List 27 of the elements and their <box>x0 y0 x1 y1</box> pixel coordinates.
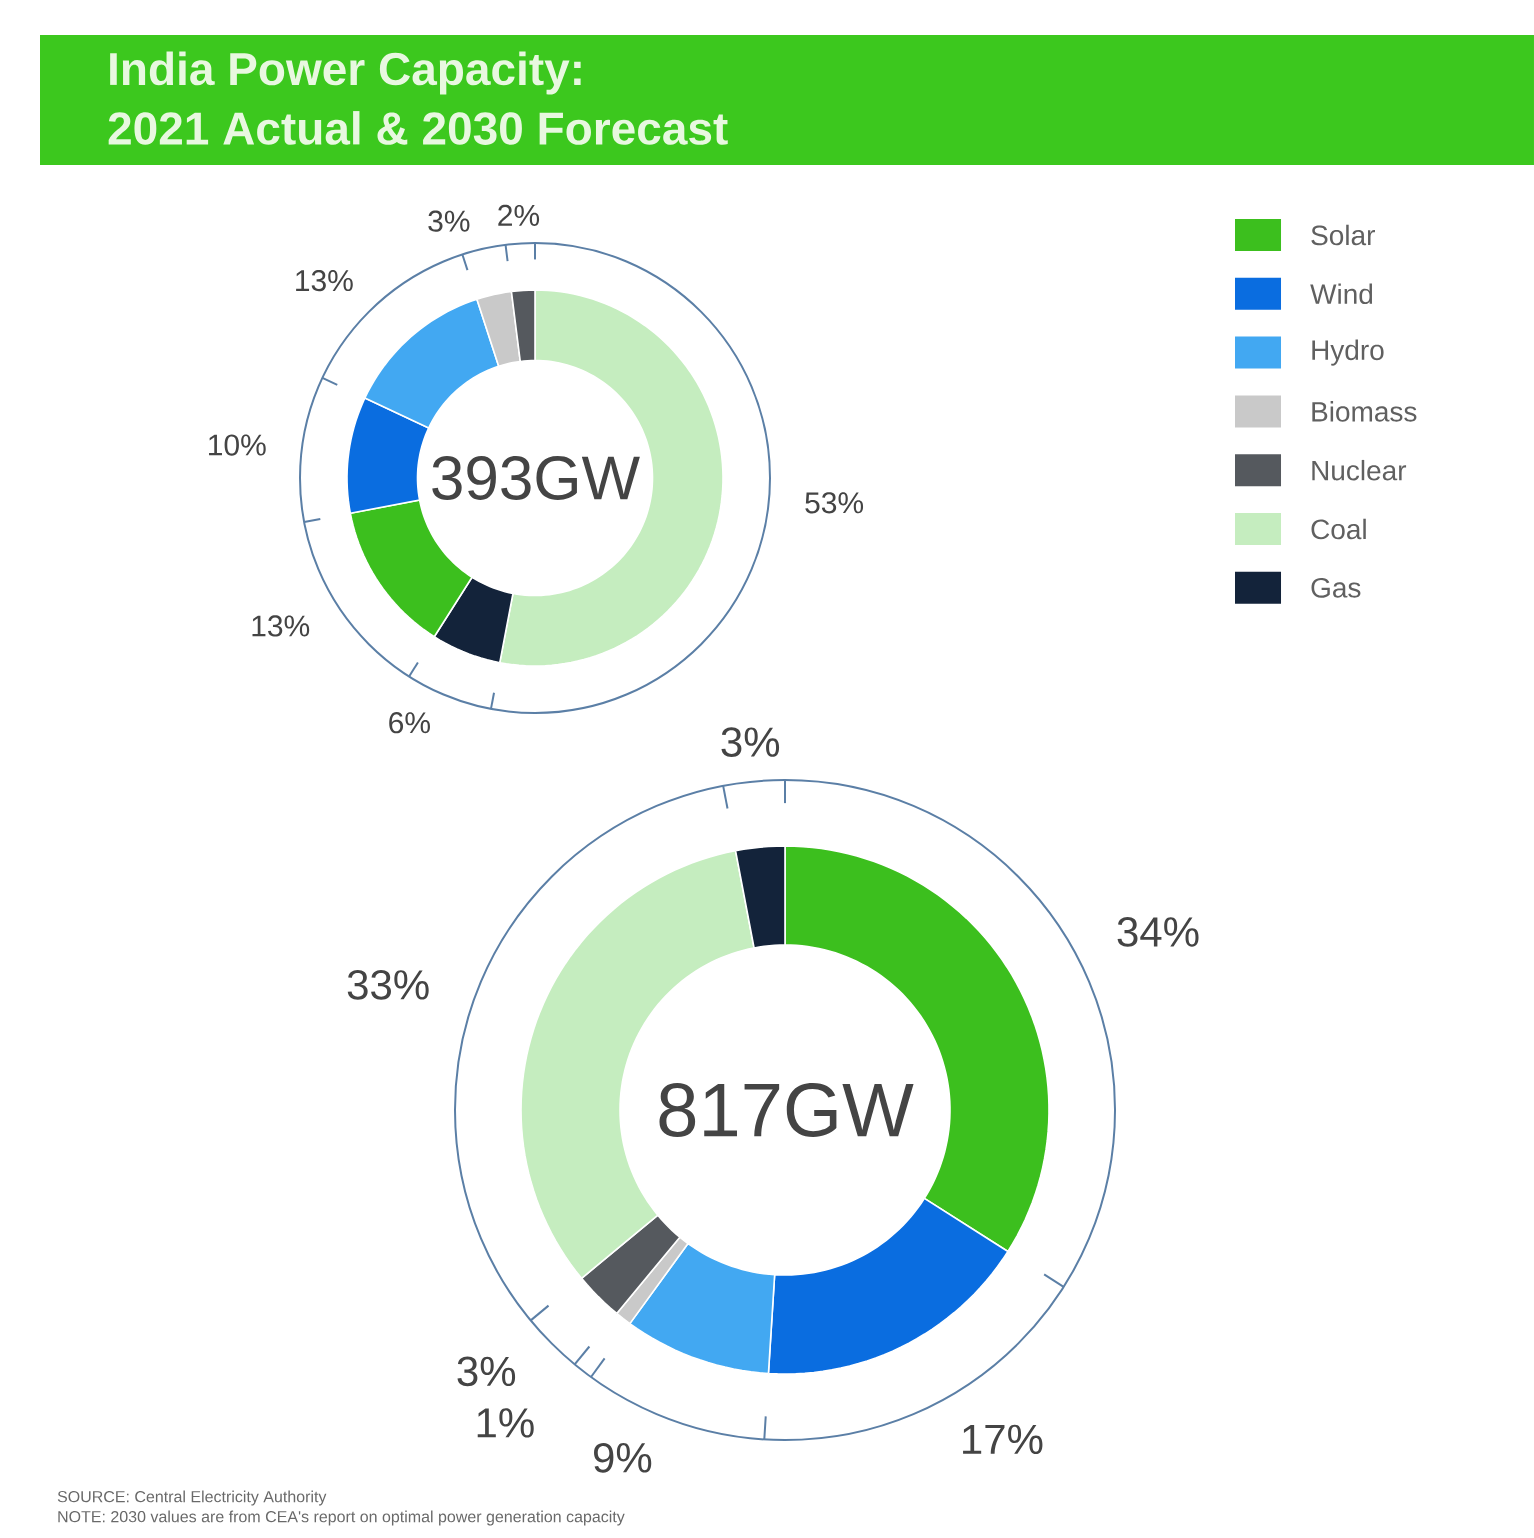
data-label: 9% <box>594 1442 652 1473</box>
text: NOTE: 2030 values are from CEA's report on optimal power generation capacity <box>58 1510 625 1526</box>
text: 817GW <box>659 1083 914 1137</box>
legend-label: Nuclear <box>1312 459 1407 481</box>
legend-label: Hydro <box>1312 339 1384 366</box>
legend-label: Coal <box>1311 518 1366 540</box>
chart-subtitle: 2021 Actual & 2030 Forecast <box>108 111 728 145</box>
chart-title: India Power Capacity: <box>110 51 581 95</box>
data-label: 3% <box>721 727 780 757</box>
data-label: 13% <box>252 615 310 637</box>
data-label: 13% <box>296 269 353 292</box>
text: 393GW <box>432 456 640 500</box>
data-label: 6% <box>389 712 430 734</box>
data-label: 34% <box>1117 917 1199 947</box>
source-note: SOURCE: Central Electricity Authority <box>57 1490 327 1506</box>
legend-label: Solar <box>1311 224 1375 246</box>
data-label: 33% <box>347 969 429 1000</box>
data-label: 53% <box>805 492 864 514</box>
data-label: 10% <box>209 434 266 456</box>
legend-label: Biomass <box>1312 401 1417 422</box>
data-label: 17% <box>963 1424 1043 1455</box>
legend-label: Wind <box>1310 283 1373 305</box>
data-label: 3% <box>457 1356 516 1387</box>
data-label: 3% <box>428 210 470 232</box>
legend-label: Gas <box>1311 577 1361 598</box>
data-label: 2% <box>498 204 540 226</box>
data-label: 1% <box>477 1408 534 1438</box>
